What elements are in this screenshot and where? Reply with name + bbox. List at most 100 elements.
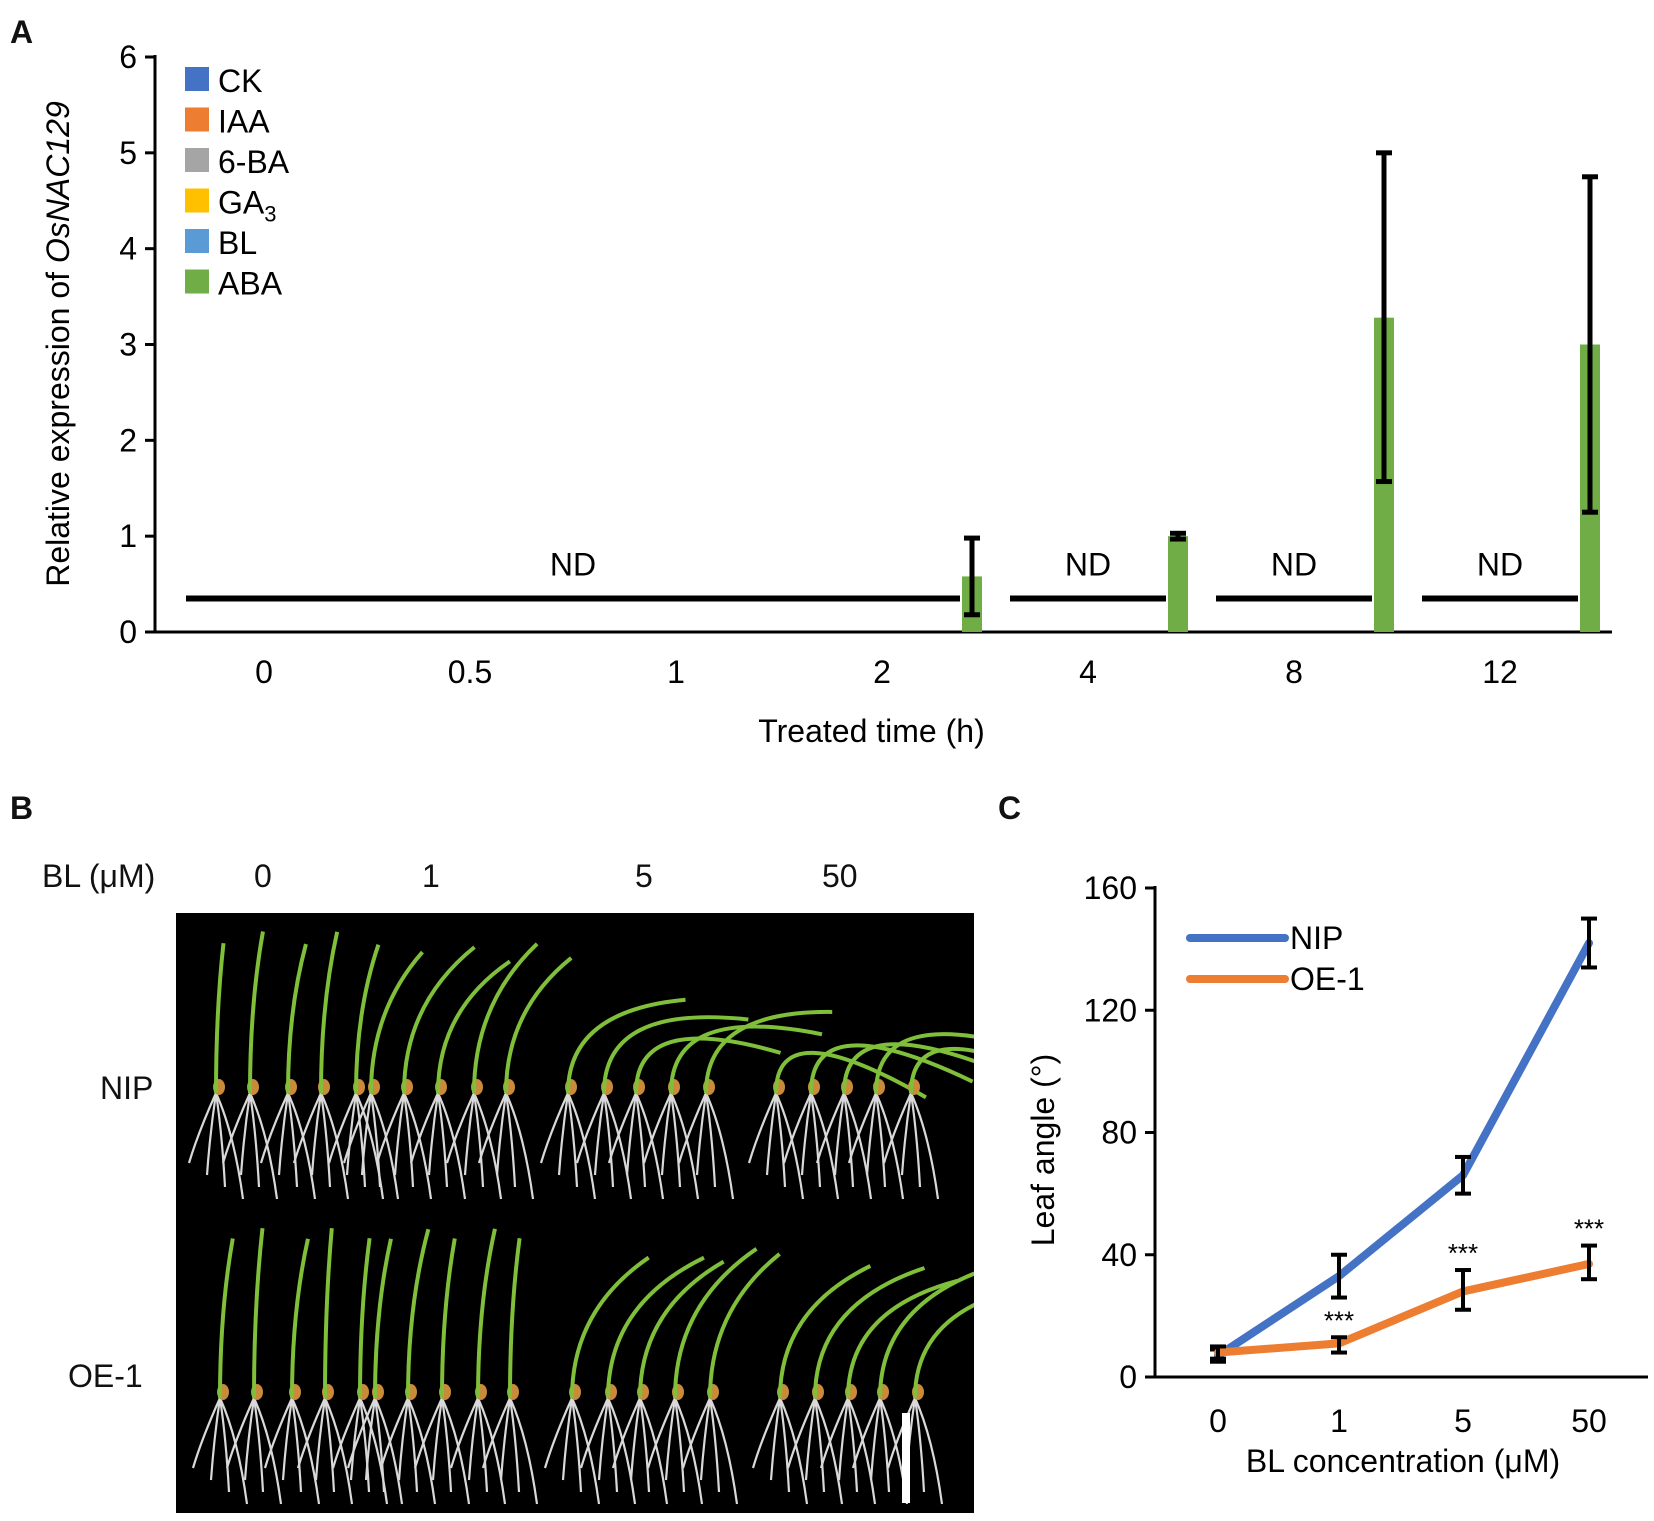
conc-label-5: 5 [635,858,653,894]
seedling-root [804,1397,817,1481]
chart-c: 0 40 80 120 160 0 1 5 50 BL concentration (μM) Lea… [1025,870,1648,1479]
seedling-root [445,1092,476,1164]
seedling-root [481,1397,512,1469]
seedling-root [813,1397,826,1493]
seedling-root [747,1092,778,1164]
seedling-root [218,1397,231,1493]
y-tick-label: 5 [119,135,137,171]
seedling-root [909,1092,922,1188]
seedling-root [629,1397,642,1481]
seedling-shoot [606,1255,705,1399]
seedling-root [606,1397,637,1505]
seedling-root [695,1092,708,1176]
seedling-root [909,1092,940,1200]
seedling-root [865,1092,878,1176]
seedling-root [786,1397,817,1469]
seedling-root [467,1397,480,1481]
seedling-root [869,1397,882,1481]
seedling-root [319,1092,332,1188]
seedling-shoot [673,1247,758,1399]
seedling-root [638,1397,651,1493]
seedling-root [393,1092,406,1176]
seedling-root [913,1397,926,1493]
seedling-root [842,1092,873,1200]
y-axis-title-text: Relative expression of [40,263,76,587]
seedling-root [646,1397,677,1469]
seedling-root [778,1397,791,1493]
seedling-root [413,1397,444,1469]
legend-label-iaa: IAA [218,104,270,140]
seedling-root [310,1092,323,1176]
seedling-root [819,1397,850,1469]
legend-label-subscript: 3 [264,202,276,227]
seedling-shoot [476,1228,497,1399]
legend-label-ga: GA3 [218,185,276,227]
seedling-root [248,1092,279,1200]
panel-letter-c: C [998,790,1022,826]
seedling-root [579,1397,610,1469]
seedling-root [191,1397,222,1469]
row-label-oe1: OE-1 [68,1358,143,1394]
seedling-shoot [369,950,424,1094]
seedling-root [354,1092,367,1188]
seedling-root [765,1092,778,1176]
y-axis-title-gene: OsNAC129 [40,101,76,263]
seedling-root [369,1092,400,1200]
seedling-shoot [774,1050,927,1100]
row-label-nip: NIP [100,1070,154,1106]
panel-letter-b: B [10,790,34,826]
y-tick-label: 6 [119,39,137,75]
seedling-shoot [252,1227,265,1399]
seedling-root [751,1397,782,1469]
seedling-shoot [214,942,226,1094]
seedling-root [373,1397,404,1505]
seedling-shoot [842,1042,974,1094]
seedling-root [225,1397,256,1469]
seedling-root [900,1092,913,1176]
seedling-shoot [634,1036,782,1094]
seedling-shoot [472,942,539,1094]
seedling-shoot [436,959,512,1094]
seedling-root [290,1397,303,1493]
seedling-root [813,1397,844,1505]
seedling-root [606,1397,619,1493]
seedling-root [327,1092,358,1164]
seedling-photo [176,913,974,1513]
legend-label-text: CK [218,63,262,99]
y-tick-label: 120 [1084,992,1137,1028]
seedling-root [597,1397,610,1481]
seedling-root [833,1092,846,1176]
seedling-root [809,1092,822,1188]
seedling-root [373,1397,386,1493]
seedling-root [314,1397,327,1481]
legend-swatch-6-ba [185,148,209,172]
seedling-root [342,1092,373,1164]
panel-letter-a: A [10,14,34,50]
seedling-shoot [286,943,308,1094]
seedling-root [252,1397,283,1505]
seedling-shoot [440,1238,457,1399]
nd-label: ND [1065,546,1111,582]
seedling-root [472,1092,485,1188]
y-tick-label: 80 [1101,1115,1137,1151]
seedling-shoot [373,1238,393,1399]
x-tick-label: 50 [1571,1403,1607,1439]
seedling-root [504,1092,535,1200]
x-tick-label: 2 [873,654,891,690]
significance-marker: *** [1324,1305,1354,1335]
seedling-root [704,1092,735,1200]
seedling-shoot [778,1264,872,1399]
x-tick-label: 0.5 [448,654,492,690]
seedling-shoot [566,997,686,1094]
x-tick-label: 8 [1285,654,1303,690]
seedling-root [774,1092,787,1188]
seedling-root [607,1092,638,1164]
seedling-root [252,1397,265,1493]
seedling-root [476,1397,507,1505]
seedling-root [593,1092,606,1176]
seedling-root [508,1397,539,1505]
seedling-root [263,1397,294,1469]
seedling-root [882,1092,913,1164]
seedling-root [349,1397,362,1481]
seedling-root [508,1397,521,1493]
